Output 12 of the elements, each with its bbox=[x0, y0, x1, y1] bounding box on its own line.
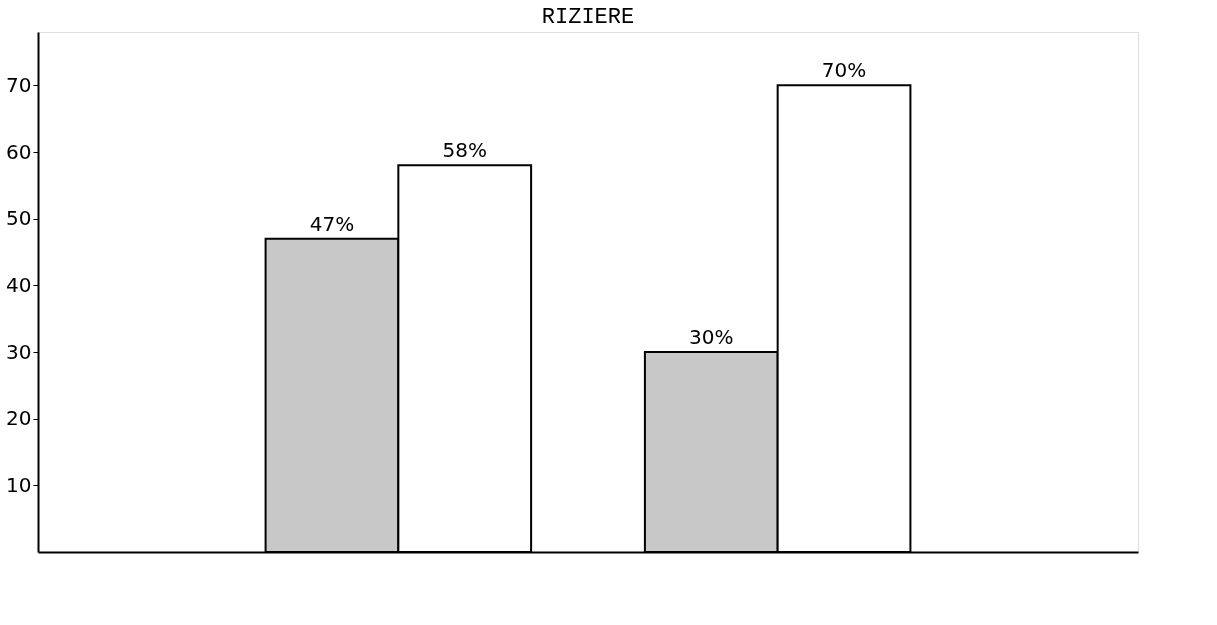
data-label: 70% bbox=[821, 58, 867, 83]
data-label: 58% bbox=[442, 138, 487, 163]
data-label: 47% bbox=[309, 211, 355, 236]
chart-title: RIZIERE bbox=[541, 5, 635, 30]
y-tick-label: 40 bbox=[6, 272, 32, 297]
y-tick-label: 20 bbox=[6, 406, 32, 431]
y-tick-label: 70 bbox=[6, 72, 32, 97]
y-tick-label: 10 bbox=[6, 472, 32, 497]
data-label: 30% bbox=[689, 325, 734, 349]
y-tick-label: 30 bbox=[6, 339, 32, 364]
y-tick-label: 50 bbox=[6, 206, 32, 231]
y-tick-label: 60 bbox=[6, 139, 32, 164]
